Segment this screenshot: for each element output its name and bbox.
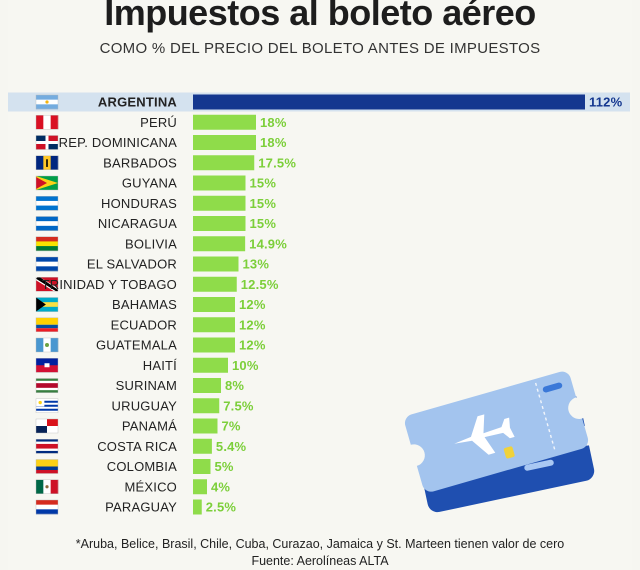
- source-note: Fuente: Aerolíneas ALTA: [251, 554, 389, 568]
- category-label: GUYANA: [122, 176, 177, 191]
- value-label: 13%: [243, 257, 270, 272]
- category-label: HAITÍ: [143, 358, 177, 373]
- category-label: PANAMÁ: [122, 419, 177, 434]
- category-label: COLOMBIA: [107, 459, 177, 474]
- category-label: URUGUAY: [112, 398, 178, 413]
- value-label: 12%: [239, 317, 266, 332]
- guatemala-flag-icon: [35, 337, 59, 353]
- honduras-flag-icon: [35, 196, 59, 211]
- category-label: SURINAM: [116, 378, 177, 393]
- category-label: TRINIDAD Y TOBAGO: [42, 277, 177, 292]
- bar: [193, 297, 235, 312]
- value-label: 7%: [222, 419, 241, 434]
- page-title: Impuestos al boleto aéreo: [104, 0, 536, 33]
- nicaragua-flag-icon: [35, 216, 59, 231]
- category-label: PARAGUAY: [105, 500, 177, 515]
- category-label: ECUADOR: [111, 317, 177, 332]
- category-label: NICARAGUA: [98, 216, 177, 231]
- bar: [193, 357, 228, 373]
- value-label: 8%: [225, 378, 244, 393]
- category-label: COSTA RICA: [97, 439, 177, 454]
- value-label: 17.5%: [258, 155, 296, 170]
- footnote: *Aruba, Belice, Brasil, Chile, Cuba, Cur…: [75, 537, 565, 551]
- category-label: BAHAMAS: [112, 297, 177, 312]
- value-label: 12.5%: [241, 277, 279, 292]
- bar: [193, 175, 246, 191]
- ecuador-flag-icon: [35, 317, 59, 332]
- value-label: 18%: [260, 135, 287, 150]
- bar: [193, 195, 246, 211]
- value-label: 18%: [260, 115, 287, 130]
- panama-flag-icon: [35, 418, 59, 434]
- argentina-flag-icon: [35, 94, 59, 110]
- colombia-flag-icon: [35, 459, 59, 474]
- haiti-flag-icon: [35, 358, 59, 373]
- value-label: 15%: [250, 216, 277, 231]
- category-label: ARGENTINA: [98, 95, 177, 110]
- category-label: BARBADOS: [103, 155, 177, 170]
- bolivia-flag-icon: [35, 236, 59, 252]
- uruguay-flag-icon: [35, 398, 59, 414]
- value-label: 14.9%: [249, 236, 287, 251]
- page-subtitle: COMO % DEL PRECIO DEL BOLETO ANTES DE IM…: [99, 40, 541, 57]
- category-label: EL SALVADOR: [87, 257, 177, 272]
- bar: [193, 135, 256, 150]
- value-label: 5.4%: [216, 439, 247, 454]
- mexico-flag-icon: [35, 479, 59, 494]
- category-label: REP. DOMINICANA: [59, 135, 177, 150]
- bar: [193, 256, 239, 272]
- value-label: 7.5%: [223, 398, 254, 413]
- bar: [193, 418, 218, 434]
- bar: [193, 459, 211, 474]
- bar: [193, 398, 220, 414]
- category-label: HONDURAS: [101, 196, 177, 211]
- bar-chart: ARGENTINA 112% PERÚ 18% REP. DOMINICANA 18% BA…: [8, 92, 630, 515]
- bar: [193, 438, 212, 454]
- value-label: 15%: [250, 196, 277, 211]
- value-label: 2.5%: [206, 500, 237, 515]
- category-label: GUATEMALA: [96, 338, 177, 353]
- el-salvador-flag-icon: [35, 256, 59, 272]
- bar: [193, 276, 237, 292]
- bar: [193, 216, 246, 231]
- paraguay-flag-icon: [35, 499, 59, 515]
- category-label: PERÚ: [140, 115, 177, 130]
- costa-rica-flag-icon: [35, 439, 59, 454]
- value-label: 4%: [211, 479, 230, 494]
- dominican-republic-flag-icon: [35, 135, 59, 150]
- guyana-flag-icon: [35, 175, 59, 191]
- value-label: 12%: [239, 297, 266, 312]
- value-label: 15%: [250, 176, 277, 191]
- bar: [193, 479, 207, 495]
- bar: [193, 337, 235, 353]
- value-label: 12%: [239, 338, 266, 353]
- value-label: 5%: [215, 459, 234, 474]
- bar: [193, 499, 202, 515]
- bar: [193, 317, 235, 333]
- bahamas-flag-icon: [35, 297, 59, 312]
- bar: [193, 378, 221, 393]
- barbados-flag-icon: [35, 155, 59, 170]
- suriname-flag-icon: [35, 378, 59, 393]
- value-label: 112%: [589, 95, 623, 110]
- airplane-ticket-icon: [402, 371, 597, 513]
- trinidad-tobago-flag-icon: [35, 277, 59, 292]
- category-label: MÉXICO: [125, 479, 177, 494]
- bar: [193, 155, 255, 171]
- category-label: BOLIVIA: [125, 236, 177, 251]
- peru-flag-icon: [35, 115, 59, 130]
- bar: [193, 114, 256, 130]
- value-label: 10%: [232, 358, 259, 373]
- bar: [193, 94, 585, 110]
- bar: [193, 236, 246, 252]
